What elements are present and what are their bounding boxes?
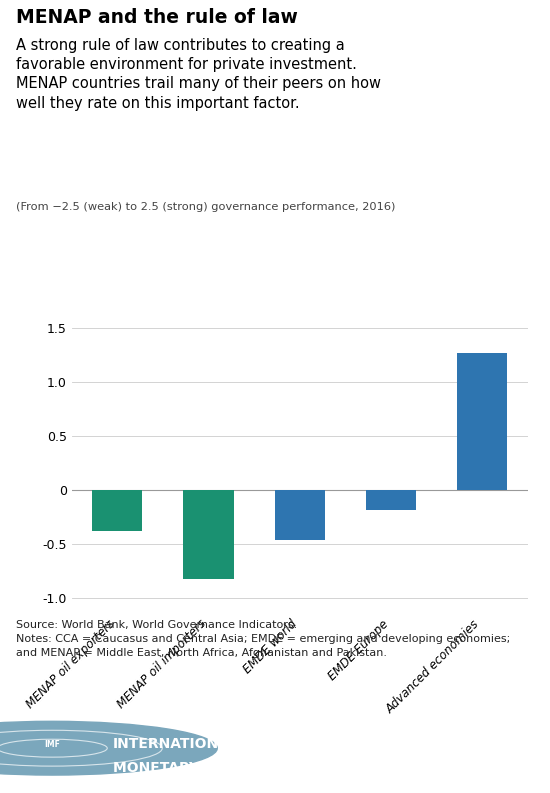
Bar <box>183 490 234 579</box>
Text: Source: World Bank, World Governance Indicators.
Notes: CCA = Caucasus and Centr: Source: World Bank, World Governance Ind… <box>16 620 511 658</box>
Circle shape <box>0 722 217 775</box>
Text: MENAP and the rule of law: MENAP and the rule of law <box>16 8 298 27</box>
Text: A strong rule of law contributes to creating a
favorable environment for private: A strong rule of law contributes to crea… <box>16 38 382 111</box>
Bar <box>92 490 142 531</box>
Text: INTERNATIONAL: INTERNATIONAL <box>113 737 239 751</box>
Bar <box>274 490 325 540</box>
Text: (From −2.5 (weak) to 2.5 (strong) governance performance, 2016): (From −2.5 (weak) to 2.5 (strong) govern… <box>16 202 396 213</box>
Bar <box>457 353 508 490</box>
Circle shape <box>0 716 250 780</box>
Text: MONETARY FUND: MONETARY FUND <box>113 761 248 775</box>
Text: IMF: IMF <box>45 740 60 749</box>
Bar <box>366 490 416 510</box>
